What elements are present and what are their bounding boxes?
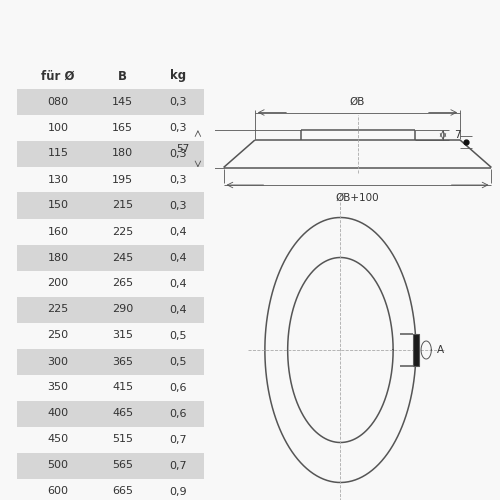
Text: 7: 7 bbox=[454, 130, 461, 140]
Bar bbox=[17, 452, 204, 478]
Text: 350: 350 bbox=[48, 382, 68, 392]
Text: 225: 225 bbox=[112, 226, 133, 236]
Text: 130: 130 bbox=[48, 174, 68, 184]
Bar bbox=[413, 334, 419, 366]
Text: A: A bbox=[436, 345, 444, 355]
Bar bbox=[17, 348, 204, 374]
Text: 300: 300 bbox=[48, 356, 68, 366]
Text: 250: 250 bbox=[48, 330, 68, 340]
Text: 0,3: 0,3 bbox=[170, 200, 187, 210]
Bar bbox=[17, 140, 204, 166]
Text: 0,6: 0,6 bbox=[170, 408, 187, 418]
Text: 400: 400 bbox=[48, 408, 68, 418]
Text: 150: 150 bbox=[48, 200, 68, 210]
Text: 0,3: 0,3 bbox=[170, 174, 187, 184]
Text: 0,4: 0,4 bbox=[170, 304, 188, 314]
Text: 200: 200 bbox=[48, 278, 68, 288]
Text: 0,3: 0,3 bbox=[170, 96, 187, 106]
Text: 195: 195 bbox=[112, 174, 133, 184]
Text: 0,6: 0,6 bbox=[170, 382, 187, 392]
Text: 415: 415 bbox=[112, 382, 133, 392]
Text: 0,5: 0,5 bbox=[170, 330, 187, 340]
Bar bbox=[17, 296, 204, 322]
Text: 180: 180 bbox=[48, 252, 68, 262]
Text: 180: 180 bbox=[112, 148, 133, 158]
Bar bbox=[17, 192, 204, 218]
Text: 0,5: 0,5 bbox=[170, 356, 187, 366]
Bar bbox=[17, 88, 204, 115]
Text: 160: 160 bbox=[48, 226, 68, 236]
Text: 290: 290 bbox=[112, 304, 133, 314]
Text: 0,3: 0,3 bbox=[170, 122, 187, 132]
Text: 515: 515 bbox=[112, 434, 133, 444]
Text: für Ø: für Ø bbox=[42, 70, 75, 82]
Text: 225: 225 bbox=[48, 304, 68, 314]
Text: 265: 265 bbox=[112, 278, 133, 288]
Text: 0,4: 0,4 bbox=[170, 252, 188, 262]
Text: 665: 665 bbox=[112, 486, 133, 496]
Text: 450: 450 bbox=[48, 434, 68, 444]
Text: 215: 215 bbox=[112, 200, 133, 210]
Text: kg: kg bbox=[170, 70, 186, 82]
Text: 245: 245 bbox=[112, 252, 133, 262]
Text: B: B bbox=[118, 70, 127, 82]
Text: 0,4: 0,4 bbox=[170, 278, 188, 288]
Text: 57: 57 bbox=[176, 144, 190, 154]
Text: 115: 115 bbox=[48, 148, 68, 158]
Bar bbox=[17, 400, 204, 426]
Text: 365: 365 bbox=[112, 356, 133, 366]
Text: 0,3: 0,3 bbox=[170, 148, 187, 158]
Text: 0,4: 0,4 bbox=[170, 226, 188, 236]
Text: 0,7: 0,7 bbox=[170, 460, 188, 470]
Text: 0,9: 0,9 bbox=[170, 486, 188, 496]
Text: 145: 145 bbox=[112, 96, 133, 106]
Text: 315: 315 bbox=[112, 330, 133, 340]
Text: 565: 565 bbox=[112, 460, 133, 470]
Text: 465: 465 bbox=[112, 408, 133, 418]
Text: 600: 600 bbox=[48, 486, 68, 496]
Text: 100: 100 bbox=[48, 122, 68, 132]
Text: ØB: ØB bbox=[350, 96, 365, 106]
Text: ØB+100: ØB+100 bbox=[336, 192, 380, 202]
Text: 080: 080 bbox=[48, 96, 68, 106]
Text: 0,7: 0,7 bbox=[170, 434, 188, 444]
Text: 500: 500 bbox=[48, 460, 68, 470]
Bar bbox=[17, 244, 204, 270]
Text: 165: 165 bbox=[112, 122, 133, 132]
